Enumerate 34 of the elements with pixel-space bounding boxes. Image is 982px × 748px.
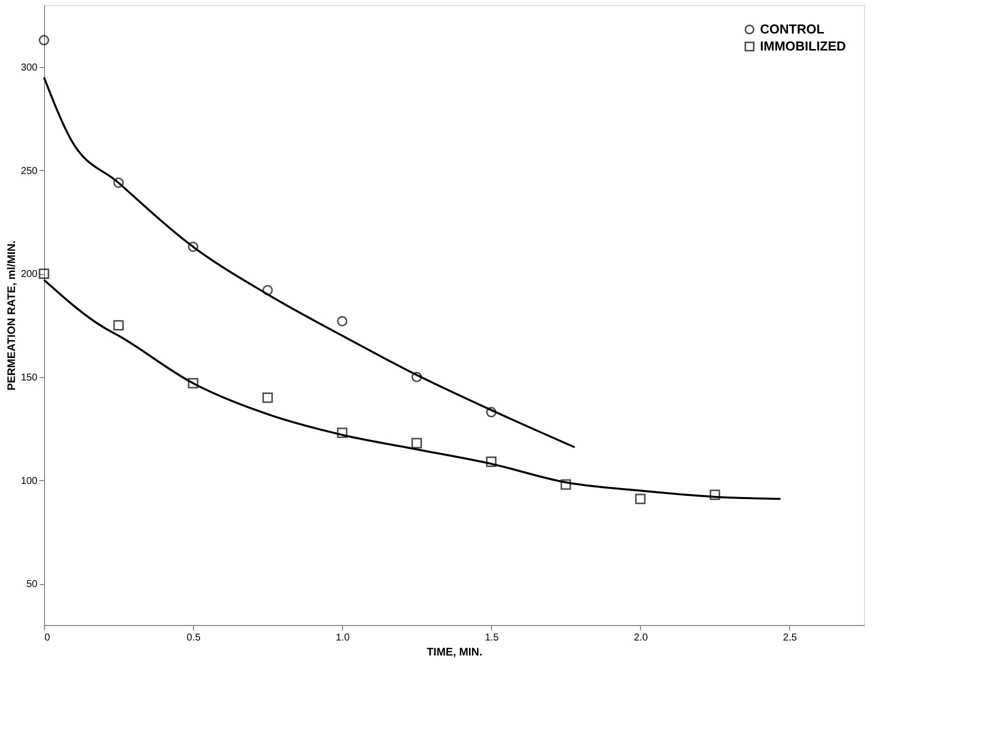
point bbox=[113, 320, 124, 331]
legend-label: CONTROL bbox=[760, 22, 824, 36]
point bbox=[486, 456, 496, 467]
point bbox=[412, 438, 422, 448]
x-tick-label: 0.5 bbox=[186, 632, 201, 644]
line-series bbox=[43, 76, 576, 448]
y-tick-label: 300 bbox=[20, 62, 38, 74]
point bbox=[710, 490, 720, 500]
y-tick-label: 200 bbox=[20, 269, 38, 280]
y-tick-label: 250 bbox=[20, 166, 38, 177]
point bbox=[635, 494, 646, 504]
x-tick-label: 2.5 bbox=[783, 632, 798, 644]
point bbox=[38, 34, 50, 46]
point bbox=[262, 284, 273, 296]
point bbox=[188, 242, 198, 252]
point bbox=[560, 479, 572, 490]
y-axis-title: PERMEATION RATE, ml/MIN. bbox=[6, 240, 18, 390]
point bbox=[336, 428, 348, 438]
x-tick-label: 1.5 bbox=[484, 632, 500, 644]
point bbox=[188, 378, 198, 388]
point bbox=[38, 268, 50, 279]
point bbox=[336, 316, 348, 326]
y-tick-label: 50 bbox=[26, 579, 38, 590]
y-tick-label: 150 bbox=[20, 372, 38, 384]
y-tick-label: 100 bbox=[20, 476, 38, 487]
point bbox=[486, 406, 496, 418]
x-tick-label: 1.0 bbox=[336, 632, 350, 644]
x-tick-label: 2.0 bbox=[634, 632, 648, 644]
point bbox=[262, 392, 273, 403]
legend-label: IMMOBILIZED bbox=[760, 38, 846, 54]
point bbox=[113, 178, 124, 188]
x-axis-title: TIME, MIN. bbox=[426, 646, 482, 658]
point bbox=[412, 372, 422, 382]
x-tick-label: 0 bbox=[44, 632, 50, 644]
